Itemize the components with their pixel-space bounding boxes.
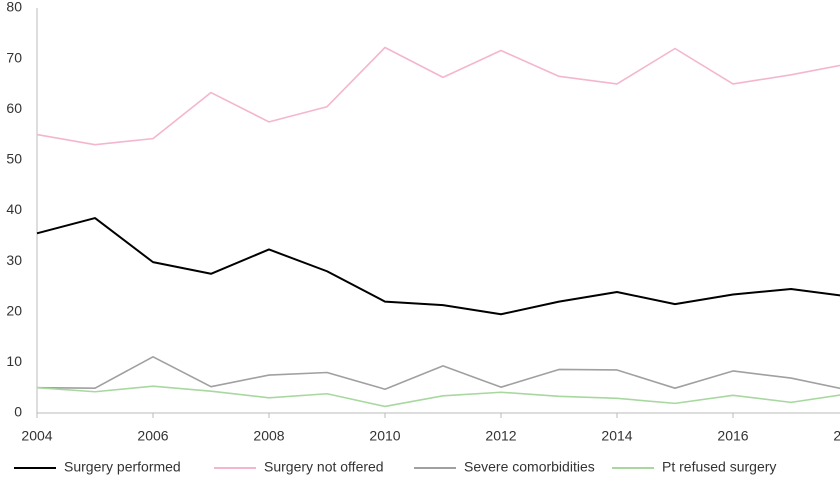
x-tick-label: 2018 <box>833 428 840 444</box>
y-tick-label: 20 <box>6 302 22 318</box>
legend-label: Severe comorbidities <box>464 459 595 475</box>
x-tick-label: 2012 <box>485 428 516 444</box>
legend-label: Surgery not offered <box>264 459 384 475</box>
data-line <box>36 217 840 316</box>
data-line <box>36 46 840 146</box>
x-tick-label: 2006 <box>137 428 168 444</box>
legend-label: Surgery performed <box>64 459 181 475</box>
y-tick-label: 40 <box>6 201 22 217</box>
y-tick-label: 30 <box>6 252 22 268</box>
y-tick-label: 10 <box>6 353 22 369</box>
x-tick-label: 2014 <box>601 428 632 444</box>
x-tick-label: 2016 <box>717 428 748 444</box>
y-tick-label: 70 <box>6 49 22 65</box>
y-tick-label: 80 <box>6 0 22 15</box>
y-tick-label: 0 <box>14 404 22 420</box>
x-tick-label: 2008 <box>253 428 284 444</box>
x-tick-label: 2010 <box>369 428 400 444</box>
y-tick-label: 60 <box>6 100 22 116</box>
legend-label: Pt refused surgery <box>662 459 776 475</box>
data-line <box>36 356 840 391</box>
x-tick-label: 2004 <box>21 428 52 444</box>
data-line <box>36 385 840 408</box>
y-tick-label: 50 <box>6 151 22 167</box>
